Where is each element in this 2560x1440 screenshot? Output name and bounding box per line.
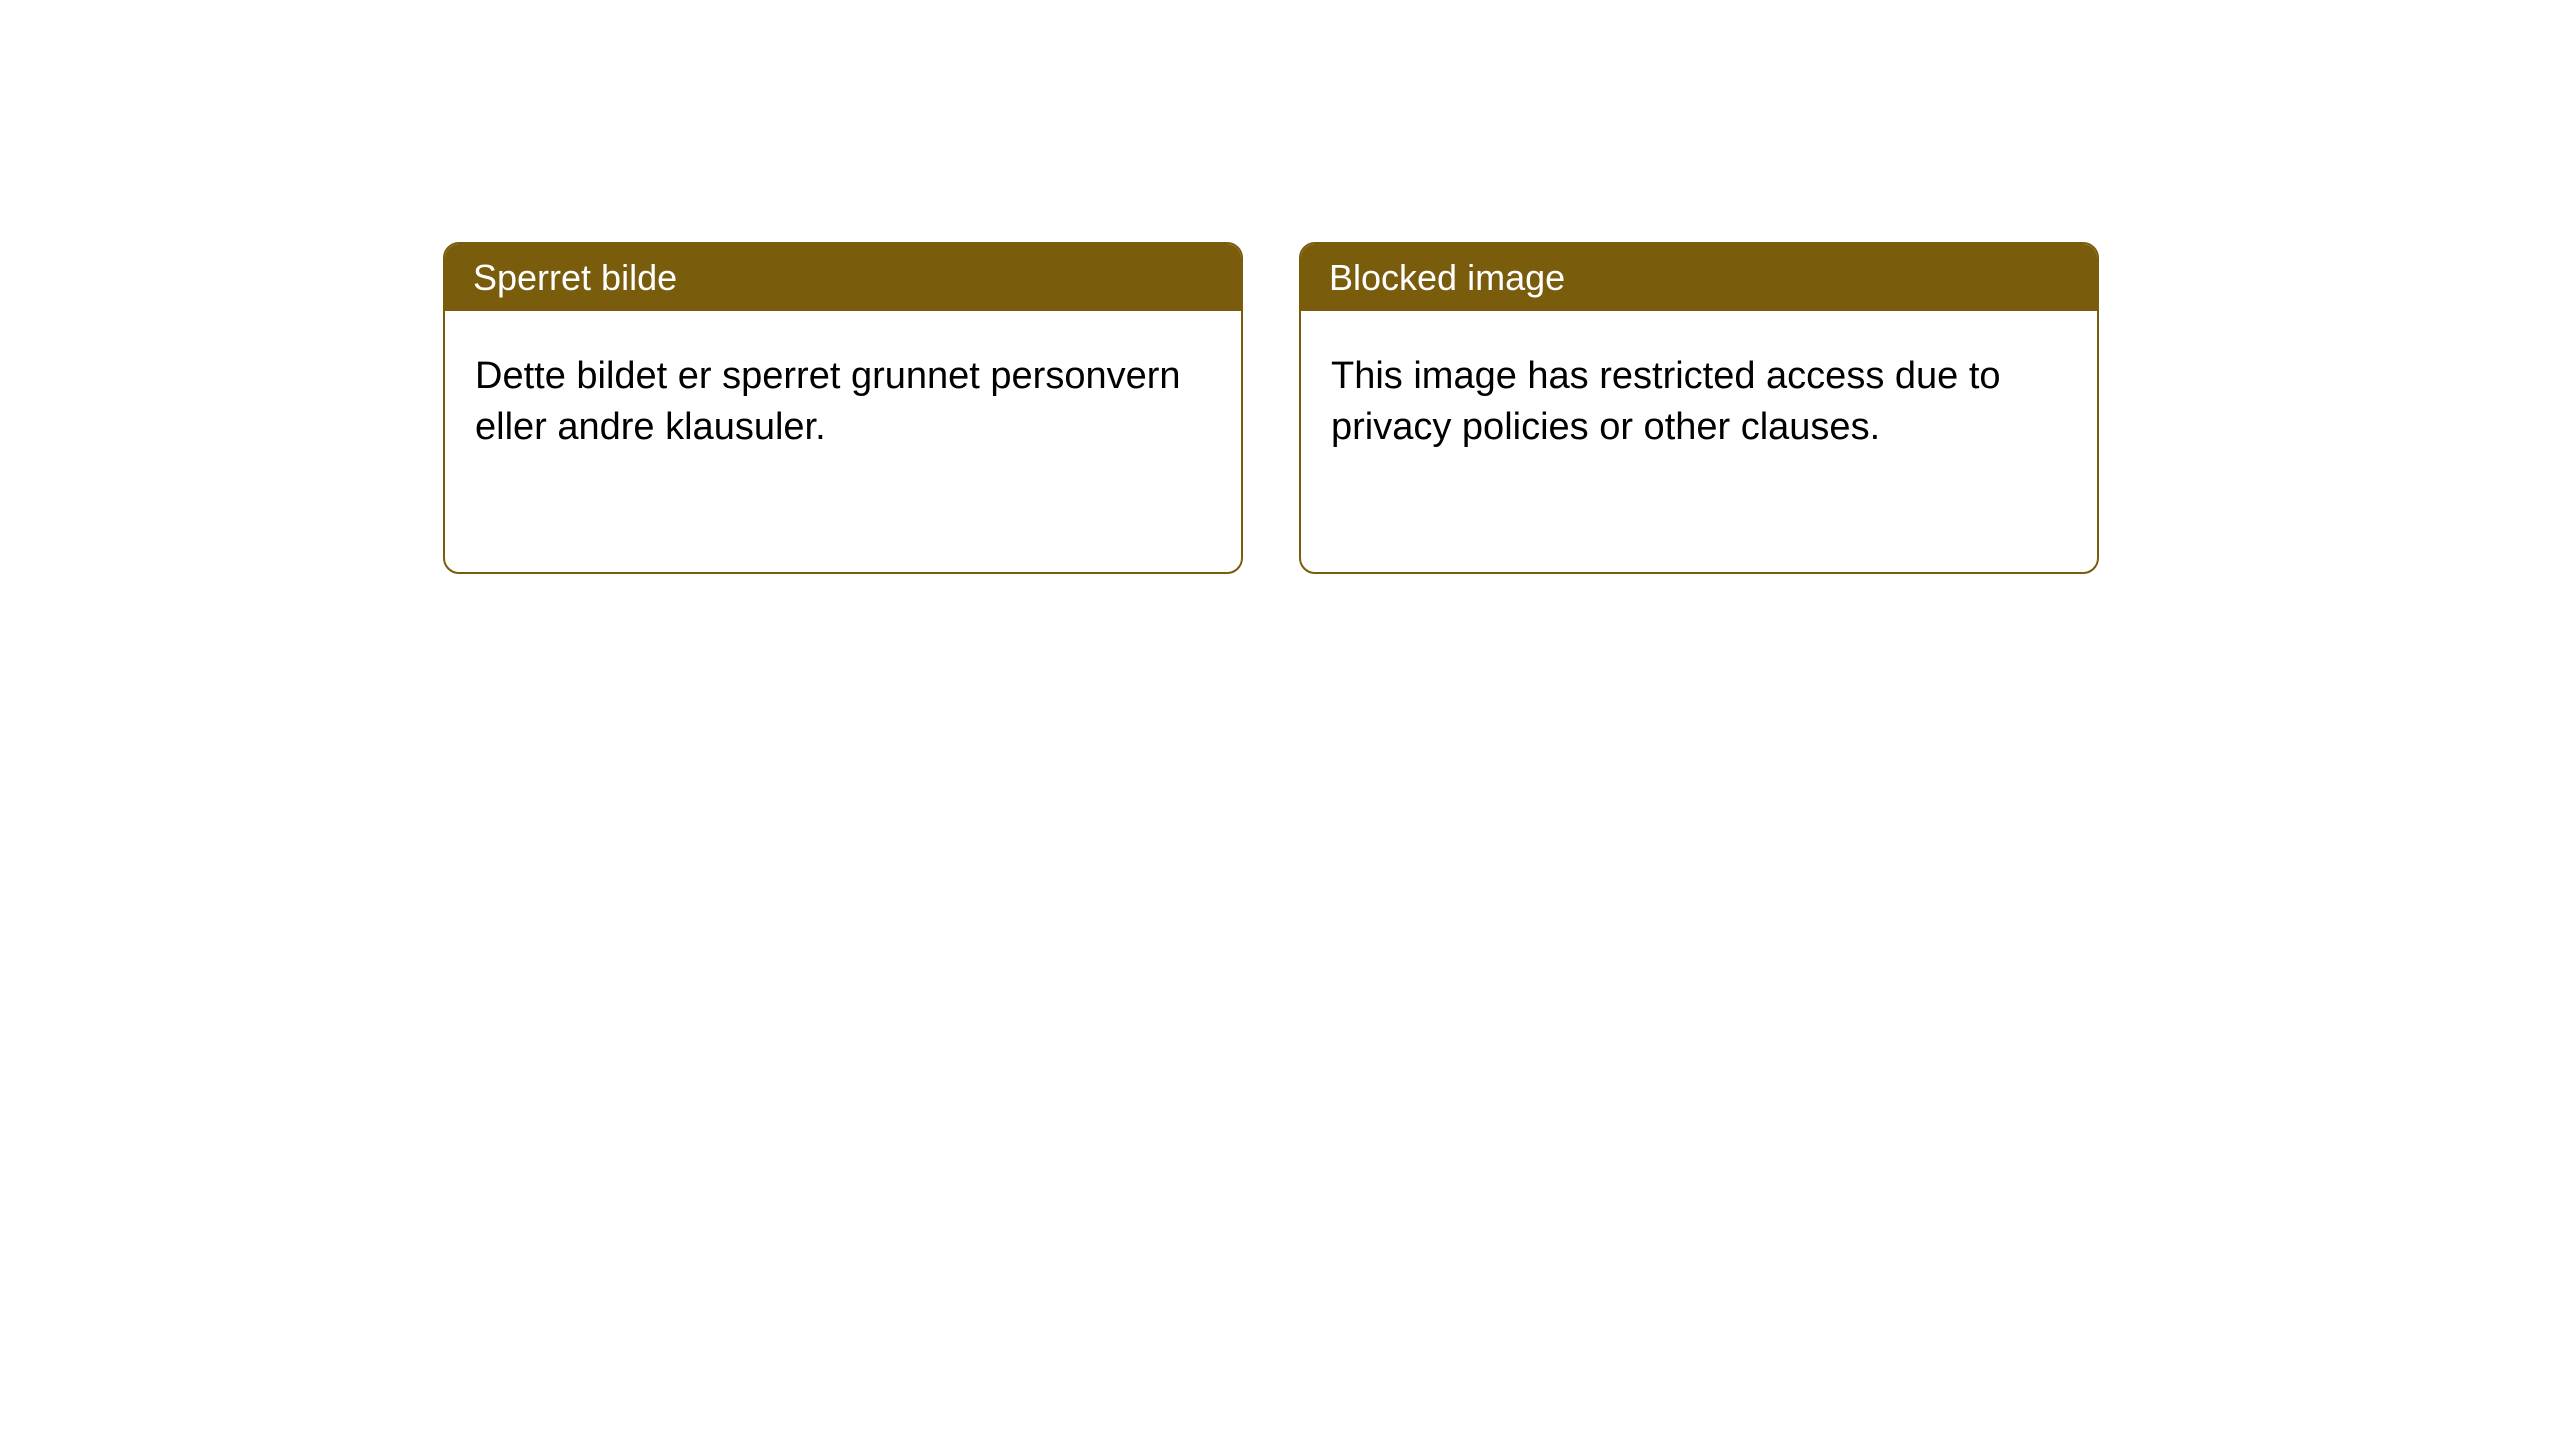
- notice-container: Sperret bilde Dette bildet er sperret gr…: [0, 0, 2560, 574]
- notice-header: Blocked image: [1301, 244, 2097, 311]
- notice-body: This image has restricted access due to …: [1301, 311, 2097, 494]
- notice-card-norwegian: Sperret bilde Dette bildet er sperret gr…: [443, 242, 1243, 574]
- notice-card-english: Blocked image This image has restricted …: [1299, 242, 2099, 574]
- notice-header: Sperret bilde: [445, 244, 1241, 311]
- notice-body: Dette bildet er sperret grunnet personve…: [445, 311, 1241, 494]
